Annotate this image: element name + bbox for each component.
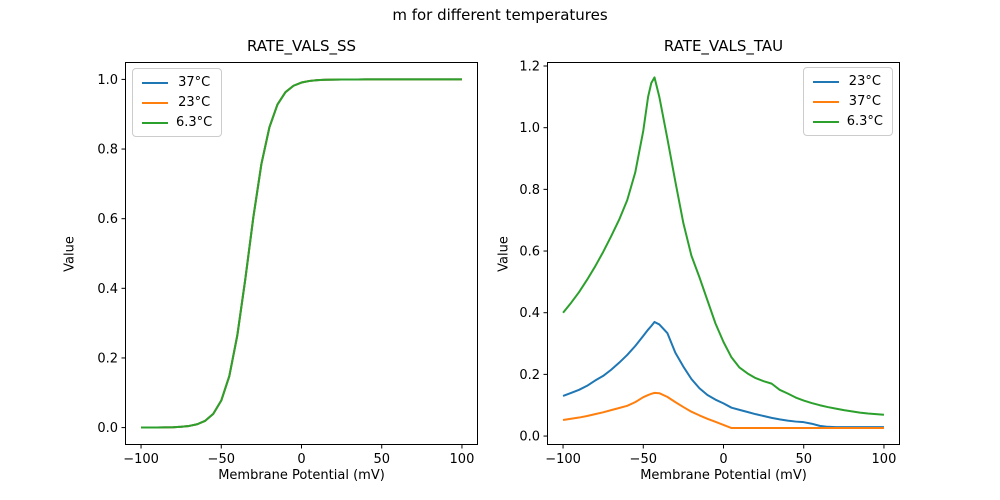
x-tick-label: −100 bbox=[545, 452, 581, 467]
legend-tau: 23°C 37°C 6.3°C bbox=[802, 67, 893, 136]
subplot-title-tau: RATE_VALS_TAU bbox=[663, 37, 784, 55]
series-line bbox=[562, 391, 884, 430]
y-tick-label: 1.2 bbox=[519, 60, 540, 75]
figure-suptitle: m for different temperatures bbox=[392, 6, 608, 24]
x-tick-label: −100 bbox=[123, 452, 159, 467]
y-axis-label-tau: Value bbox=[496, 235, 512, 272]
y-tick-label: 0.0 bbox=[97, 421, 118, 436]
x-tick-label: 100 bbox=[872, 452, 897, 467]
x-tick-label: 0 bbox=[719, 452, 727, 467]
legend-line-sample bbox=[812, 100, 839, 103]
x-tick-label: −50 bbox=[630, 452, 657, 467]
legend-line-sample bbox=[142, 101, 168, 104]
y-tick-label: 0.6 bbox=[519, 245, 540, 260]
y-tick-label: 0.8 bbox=[97, 143, 118, 158]
subplot-rate-vals-ss: RATE_VALS_SS −100 −50 0 50 100 0.0 0.2 0.4 0.6 0.… bbox=[63, 37, 478, 483]
series-line bbox=[562, 76, 885, 416]
legend-label: 37°C bbox=[178, 75, 211, 90]
plot-area-ss: −100 −50 0 50 100 0.0 0.2 0.4 0.6 0.8 1.0 bbox=[97, 62, 478, 467]
legend-item: 23°C bbox=[142, 95, 212, 110]
legend-line-sample bbox=[142, 121, 168, 124]
x-tick-label: 100 bbox=[450, 452, 475, 467]
legend-label: 23°C bbox=[848, 74, 881, 89]
x-axis-label-tau: Membrane Potential (mV) bbox=[640, 468, 807, 483]
legend-item: 6.3°C bbox=[812, 114, 883, 129]
y-tick-label: 0.4 bbox=[519, 306, 540, 321]
x-tick-label: 50 bbox=[795, 452, 812, 467]
plot-area-tau: −100 −50 0 50 100 0.0 0.2 0.4 0.6 0.8 1.0 1.2 bbox=[519, 60, 900, 467]
legend-item: 6.3°C bbox=[142, 115, 212, 130]
y-tick-label: 0.0 bbox=[519, 430, 540, 445]
legend-label: 23°C bbox=[178, 95, 211, 110]
series-line bbox=[562, 320, 884, 429]
axes-frame bbox=[125, 62, 478, 445]
x-tick-label: 50 bbox=[373, 452, 390, 467]
legend-line-sample bbox=[142, 81, 168, 84]
legend-line-sample bbox=[812, 80, 839, 83]
y-axis-label-ss: Value bbox=[62, 235, 78, 272]
legend-label: 6.3°C bbox=[176, 115, 213, 130]
legend-item: 37°C bbox=[142, 75, 212, 90]
axes-frame bbox=[547, 62, 900, 445]
legend-label: 6.3°C bbox=[846, 114, 883, 129]
subplot-title-ss: RATE_VALS_SS bbox=[246, 37, 357, 55]
x-tick-label: 0 bbox=[297, 452, 305, 467]
legend-label: 37°C bbox=[848, 94, 881, 109]
y-tick-label: 0.4 bbox=[97, 282, 118, 297]
y-tick-label: 0.8 bbox=[519, 183, 540, 198]
y-tick-label: 1.0 bbox=[97, 73, 118, 88]
y-tick-label: 1.0 bbox=[519, 121, 540, 136]
legend-line-sample bbox=[812, 120, 839, 123]
subplot-rate-vals-tau: RATE_VALS_TAU −100 −50 0 50 100 0.0 0.2 0.4 0.6 0… bbox=[497, 37, 900, 483]
legend-ss: 37°C 23°C 6.3°C bbox=[132, 68, 223, 137]
y-tick-label: 0.2 bbox=[97, 351, 118, 366]
x-axis-label-ss: Membrane Potential (mV) bbox=[218, 468, 385, 483]
legend-item: 23°C bbox=[812, 74, 883, 89]
legend-item: 37°C bbox=[812, 94, 883, 109]
series-line bbox=[141, 78, 462, 429]
y-tick-label: 0.6 bbox=[97, 212, 118, 227]
x-tick-label: −50 bbox=[208, 452, 235, 467]
y-tick-label: 0.2 bbox=[519, 368, 540, 383]
